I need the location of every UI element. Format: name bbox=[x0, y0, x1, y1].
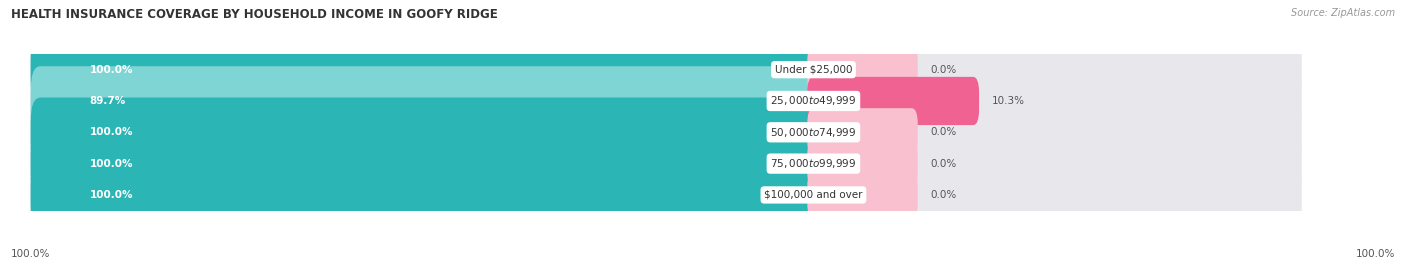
FancyBboxPatch shape bbox=[807, 108, 918, 156]
FancyBboxPatch shape bbox=[807, 77, 979, 125]
Text: 0.0%: 0.0% bbox=[929, 158, 956, 169]
Text: $25,000 to $49,999: $25,000 to $49,999 bbox=[770, 94, 856, 107]
FancyBboxPatch shape bbox=[31, 129, 824, 198]
Text: 0.0%: 0.0% bbox=[929, 190, 956, 200]
Text: 100.0%: 100.0% bbox=[90, 127, 134, 137]
FancyBboxPatch shape bbox=[31, 66, 1302, 136]
Text: 0.0%: 0.0% bbox=[929, 65, 956, 75]
FancyBboxPatch shape bbox=[31, 160, 1302, 230]
FancyBboxPatch shape bbox=[31, 97, 1302, 167]
Text: 89.7%: 89.7% bbox=[90, 96, 125, 106]
Text: 100.0%: 100.0% bbox=[90, 158, 134, 169]
FancyBboxPatch shape bbox=[807, 140, 918, 188]
Text: 100.0%: 100.0% bbox=[1355, 249, 1395, 259]
Text: 100.0%: 100.0% bbox=[90, 190, 134, 200]
FancyBboxPatch shape bbox=[807, 171, 918, 219]
FancyBboxPatch shape bbox=[31, 35, 824, 104]
Text: 10.3%: 10.3% bbox=[991, 96, 1025, 106]
Text: HEALTH INSURANCE COVERAGE BY HOUSEHOLD INCOME IN GOOFY RIDGE: HEALTH INSURANCE COVERAGE BY HOUSEHOLD I… bbox=[11, 8, 498, 21]
FancyBboxPatch shape bbox=[31, 35, 1302, 104]
FancyBboxPatch shape bbox=[807, 46, 918, 94]
Text: $100,000 and over: $100,000 and over bbox=[765, 190, 863, 200]
Text: Source: ZipAtlas.com: Source: ZipAtlas.com bbox=[1291, 8, 1395, 18]
Text: Under $25,000: Under $25,000 bbox=[775, 65, 852, 75]
Text: 100.0%: 100.0% bbox=[90, 65, 134, 75]
Text: $50,000 to $74,999: $50,000 to $74,999 bbox=[770, 126, 856, 139]
Text: 0.0%: 0.0% bbox=[929, 127, 956, 137]
FancyBboxPatch shape bbox=[31, 66, 824, 136]
FancyBboxPatch shape bbox=[31, 97, 824, 167]
Text: 100.0%: 100.0% bbox=[11, 249, 51, 259]
Text: $75,000 to $99,999: $75,000 to $99,999 bbox=[770, 157, 856, 170]
FancyBboxPatch shape bbox=[31, 160, 824, 230]
FancyBboxPatch shape bbox=[31, 129, 1302, 198]
